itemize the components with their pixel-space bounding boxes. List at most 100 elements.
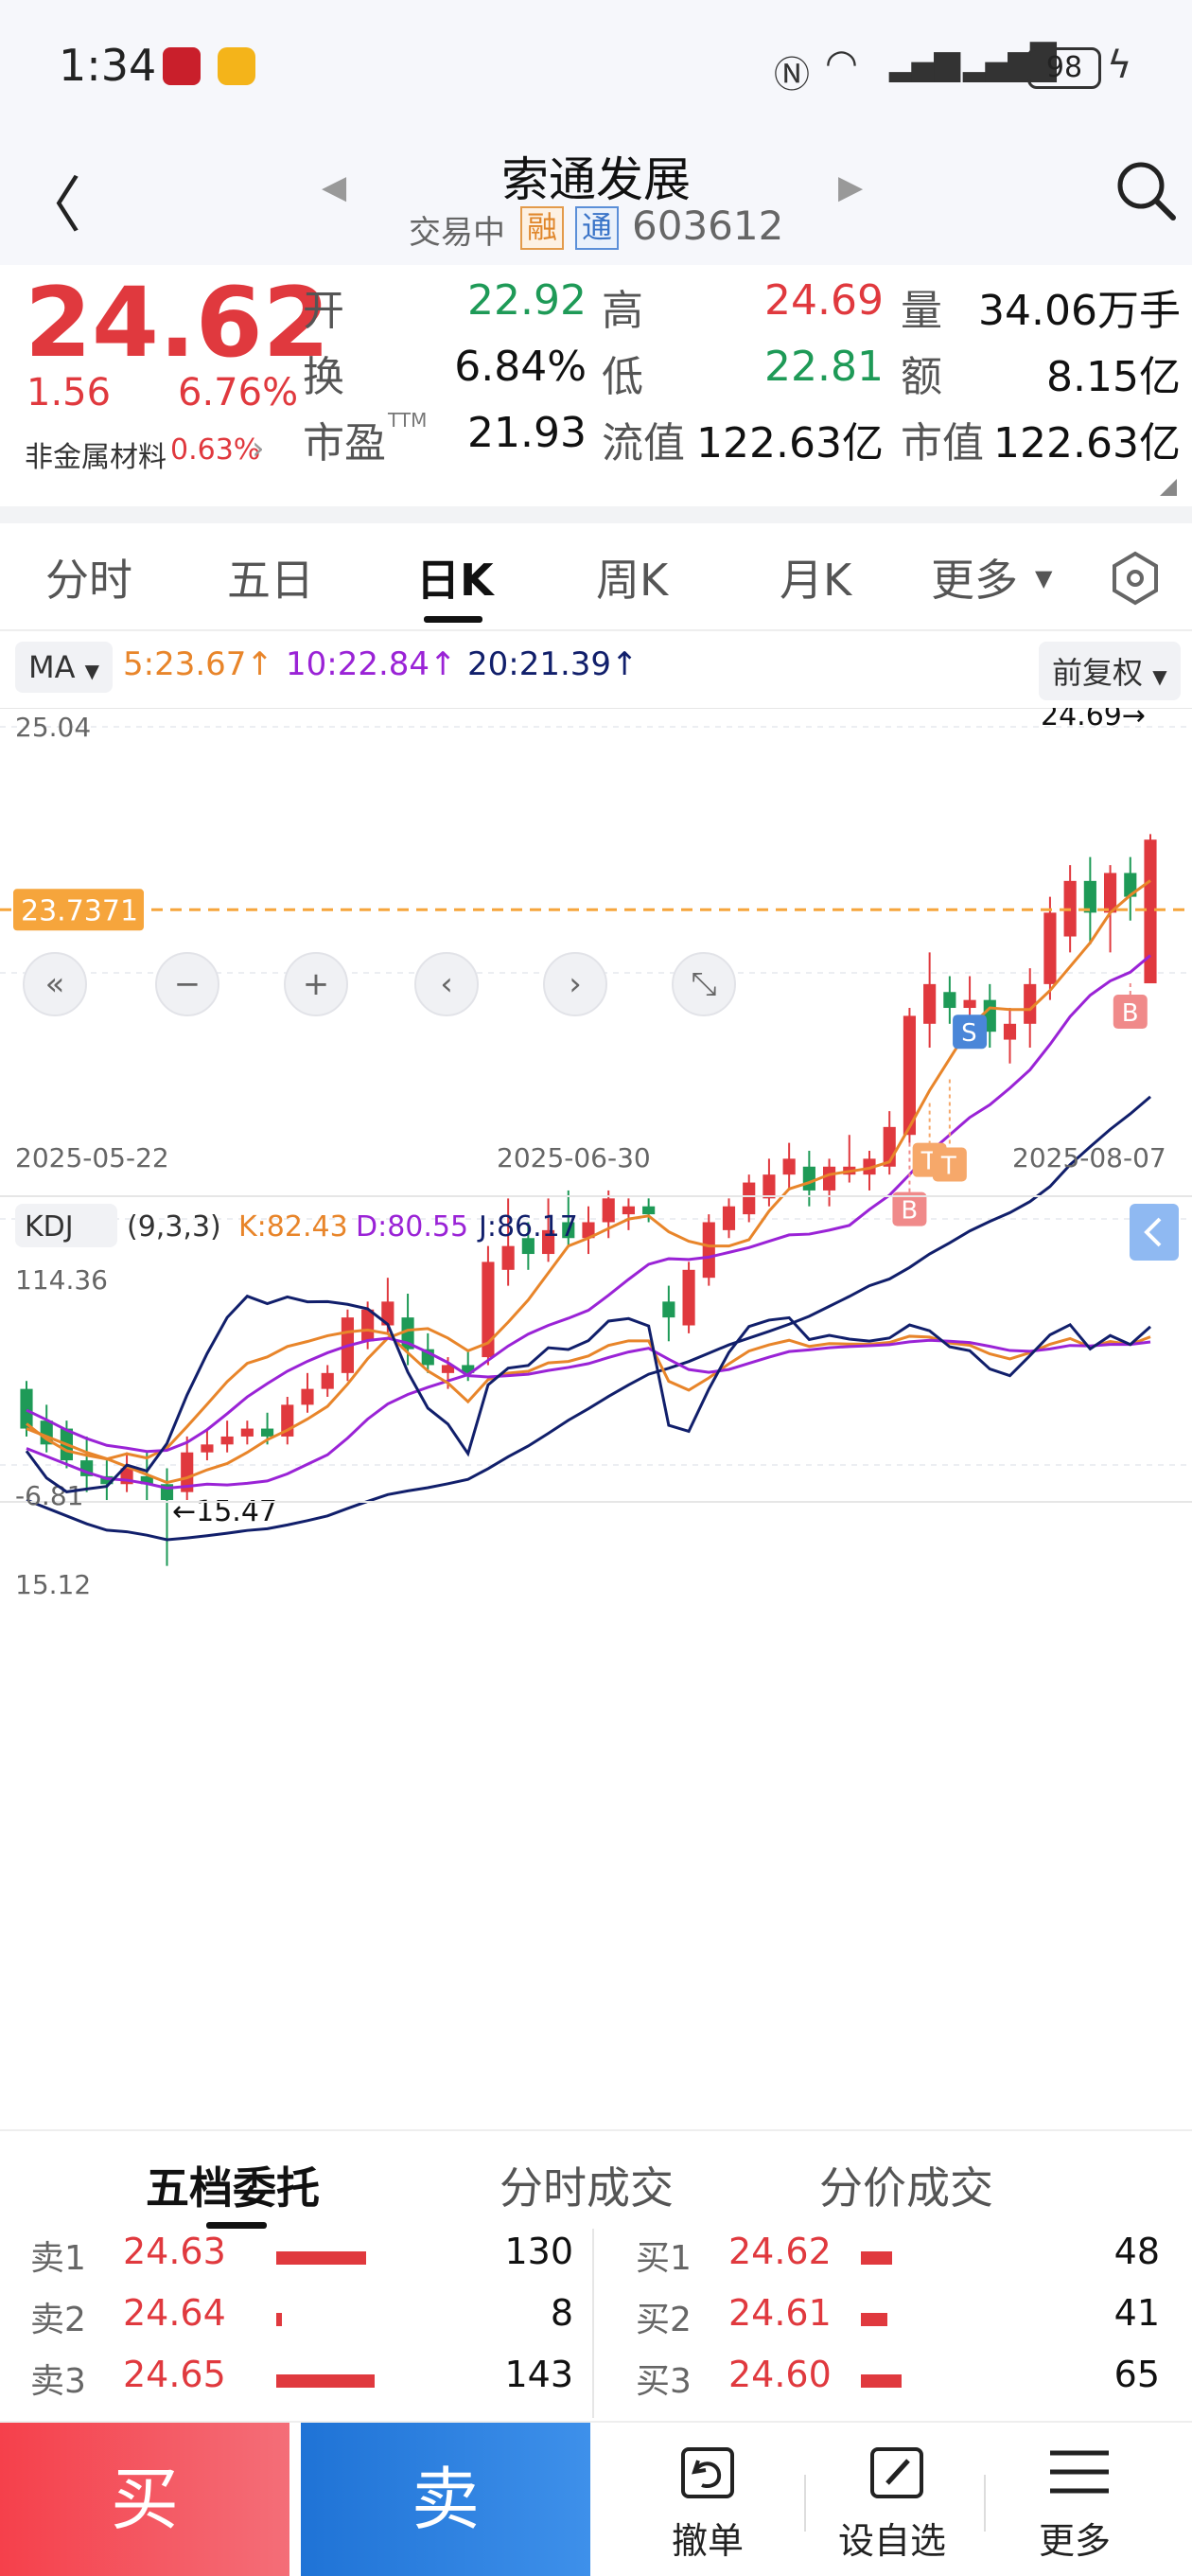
add-watchlist-label: 设自选 (838, 2520, 947, 2562)
tab-five-level[interactable]: 五档委托 (146, 2162, 320, 2214)
sector-name[interactable]: 非金属材料 (25, 441, 167, 474)
sell-button[interactable]: 卖 (301, 2423, 590, 2576)
quote-label: 高 (602, 287, 643, 335)
quote-value: 24.69 (764, 276, 884, 325)
kdj-j-line (25, 1294, 1151, 1493)
bottom-action-bar: 买 卖 撤单 设自选 更多 (0, 2421, 1192, 2576)
ma10-line (26, 954, 1151, 1490)
ma20-value: 20:21.39↑ (467, 645, 639, 683)
tab-weekly-k[interactable]: 周K (596, 555, 669, 606)
zoom-out-all-icon[interactable]: « (23, 952, 87, 1016)
level-volume: 65 (1113, 2354, 1160, 2395)
candle-body (662, 1301, 675, 1318)
level-label: 买1 (636, 2239, 692, 2278)
candle-body (1024, 983, 1037, 1024)
level-price: 24.61 (728, 2292, 832, 2334)
candle-body (903, 1015, 917, 1136)
level-volume-bar (861, 2251, 892, 2265)
order-book: 卖1 24.63 130 卖2 24.64 8 卖3 24.65 143 买1 24.62 48 买2 2… (0, 2229, 1192, 2418)
kdj-y-bottom-label: -6.81 (15, 1480, 83, 1511)
tab-price-volume[interactable]: 分价成交 (819, 2162, 993, 2214)
candle-body (20, 1388, 33, 1429)
level-volume: 48 (1113, 2231, 1160, 2272)
tab-five-day[interactable]: 五日 (227, 555, 314, 606)
trade-marker (892, 1191, 927, 1226)
quote-value: 6.84% (454, 343, 587, 391)
candle-body (181, 1452, 194, 1492)
candle-body (220, 1436, 234, 1445)
zoom-in-icon[interactable]: + (284, 952, 348, 1016)
level-label: 卖3 (30, 2362, 86, 2401)
zoom-out-icon[interactable]: − (155, 952, 219, 1016)
status-time: 1:34 (59, 40, 157, 91)
settings-hexagon-icon[interactable] (1107, 550, 1164, 607)
back-arrow-icon[interactable]: 〈 (21, 171, 81, 241)
quote-label: 市盈 (303, 419, 386, 468)
level-price: 24.63 (123, 2231, 226, 2272)
menu-icon (1050, 2450, 1109, 2494)
search-icon[interactable] (1113, 157, 1179, 223)
candle-body (822, 1166, 836, 1191)
tab-more[interactable]: 更多 (931, 555, 1018, 606)
candle-body (782, 1158, 796, 1175)
pan-left-icon[interactable]: ‹ (414, 952, 479, 1016)
trade-marker-label: B (1122, 999, 1139, 1028)
charging-icon: ϟ (1107, 44, 1132, 87)
kdj-y-top-label: 114.36 (15, 1264, 108, 1296)
more-button[interactable]: 更多 (1022, 2442, 1154, 2574)
ma-selector[interactable]: MA ▼ (15, 642, 114, 693)
add-watchlist-button[interactable]: 设自选 (823, 2442, 965, 2574)
adjust-selector[interactable]: 前复权 ▼ (1039, 642, 1181, 700)
candle-body (802, 1166, 815, 1191)
adjust-label: 前复权 (1052, 655, 1144, 691)
kdj-selector[interactable] (15, 1204, 117, 1247)
next-stock-icon[interactable]: ▶ (838, 168, 864, 206)
sector-change[interactable]: 0.63% (170, 433, 261, 467)
expand-corner-icon[interactable] (1160, 479, 1177, 496)
candle-body (642, 1206, 656, 1215)
battery-icon: 98 (1027, 47, 1101, 89)
candle-body (321, 1372, 334, 1389)
candle-body (702, 1222, 715, 1279)
connect-badge: 通 (575, 206, 619, 250)
tab-intraday[interactable]: 分时 (45, 555, 132, 606)
level-label: 买2 (636, 2301, 692, 2339)
stock-code: 603612 (632, 203, 784, 249)
quote-value: 122.63亿 (696, 419, 884, 468)
divider (804, 2475, 806, 2532)
pan-right-icon[interactable]: › (543, 952, 607, 1016)
tab-tick-trades[interactable]: 分时成交 (500, 2162, 674, 2214)
level-volume-bar (861, 2374, 903, 2388)
quote-label: 换 (303, 353, 344, 401)
quote-label: 流值 (602, 419, 685, 468)
kdj-d-value: D:80.55 (356, 1210, 468, 1244)
candle-body (541, 1229, 555, 1255)
candle-body (301, 1388, 314, 1405)
chevron-right-icon[interactable]: › (252, 430, 265, 468)
dropdown-caret-icon[interactable]: ▼ (1035, 565, 1053, 591)
candle-body (140, 1475, 153, 1485)
quote-value: 34.06万手 (978, 287, 1181, 335)
cancel-order-button[interactable]: 撤单 (643, 2442, 766, 2574)
level-price: 24.60 (728, 2354, 832, 2395)
nfc-icon: Ⓝ (774, 54, 811, 96)
collapse-panel-button[interactable] (1130, 1204, 1179, 1261)
tab-daily-k[interactable]: 日K (416, 555, 494, 606)
kline-chart-area[interactable]: MA ▼ 5:23.67↑ 10:22.84↑ 20:21.39↑ 前复权 ▼ … (0, 632, 1192, 1692)
prev-stock-icon[interactable]: ◀ (322, 168, 347, 206)
tab-monthly-k[interactable]: 月K (780, 555, 852, 606)
quote-label: 量 (901, 287, 942, 335)
level-price: 24.62 (728, 2231, 832, 2272)
candle-body (201, 1444, 214, 1453)
fullscreen-icon[interactable]: ⤡ (672, 952, 736, 1016)
buy-button[interactable]: 买 (0, 2423, 289, 2576)
y-axis-top-label: 25.04 (15, 712, 91, 743)
reference-tag (13, 889, 144, 931)
candle-body (441, 1365, 455, 1373)
divider (984, 2475, 986, 2532)
quote-value: 122.63亿 (993, 419, 1181, 468)
candle-body (1103, 873, 1117, 913)
candle-body (602, 1198, 615, 1223)
signal-icon: ▂▄▆ (889, 44, 960, 82)
caret-icon: ▼ (1152, 665, 1167, 688)
